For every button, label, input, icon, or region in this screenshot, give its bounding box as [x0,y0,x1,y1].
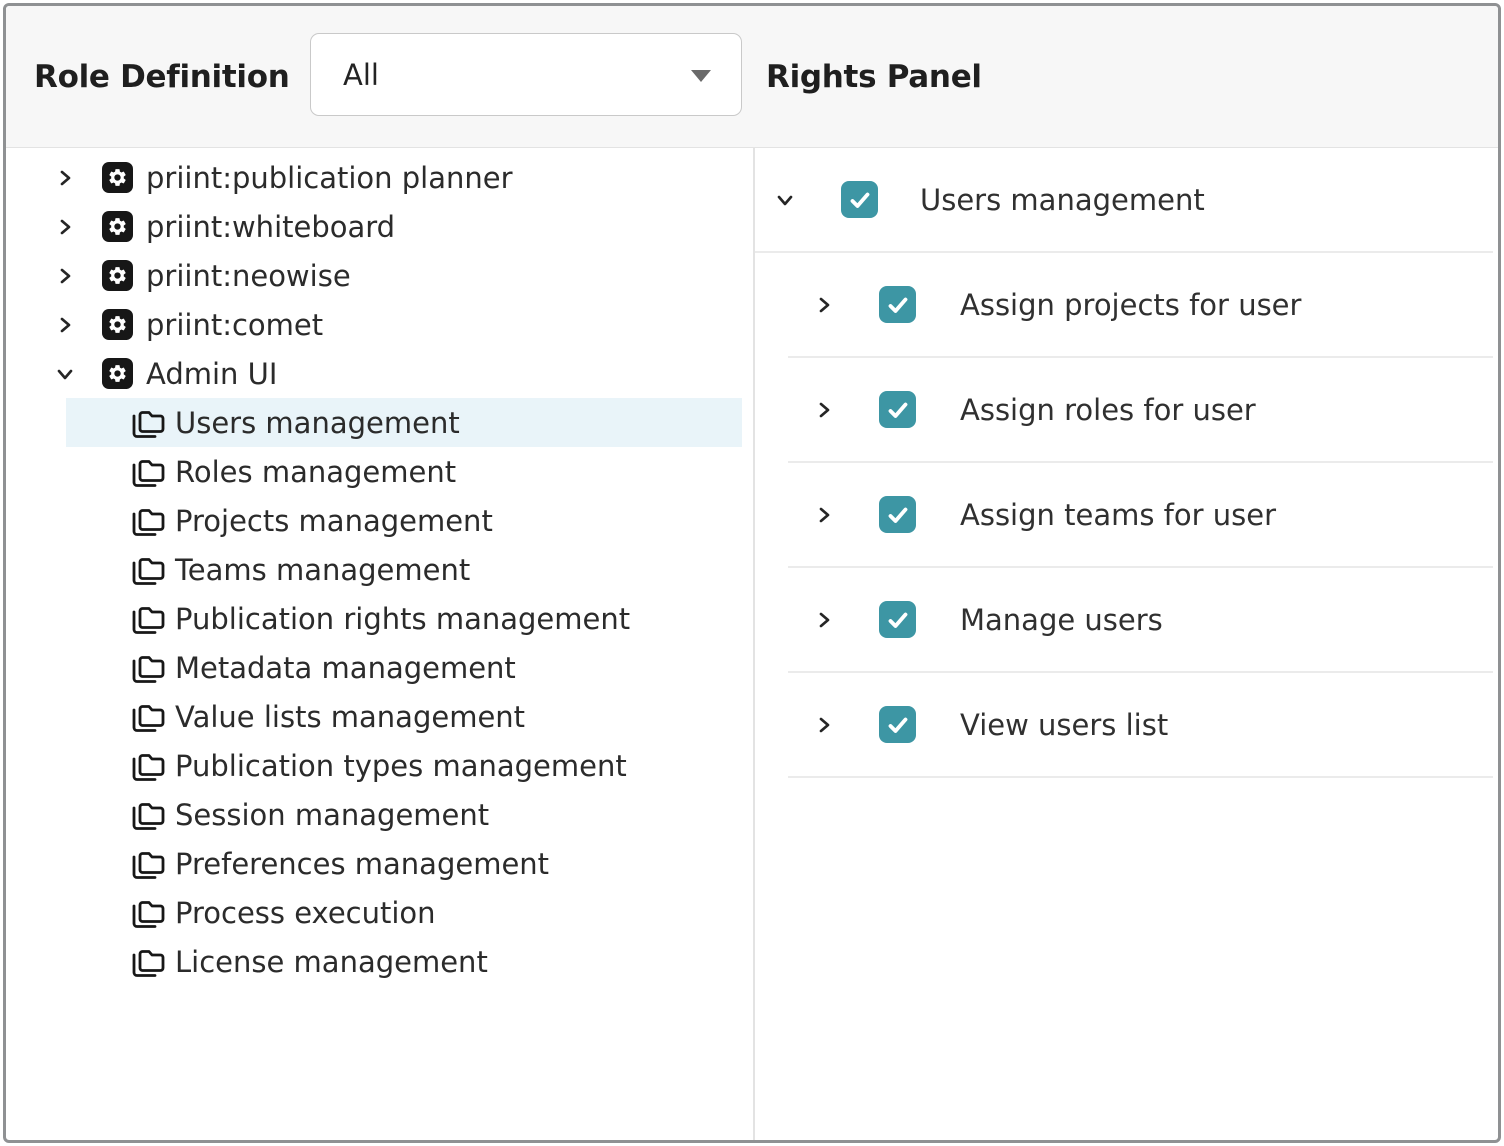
header-bar: Role Definition All Rights Panel [6,6,1498,148]
rights-item-users-management[interactable]: Users management [755,148,1498,251]
tree-item-admin-ui[interactable]: Admin UI [6,349,753,398]
tree-item-publication-types-management[interactable]: Publication types management [66,741,742,790]
chevron-right-icon[interactable] [814,505,834,525]
folders-icon [129,553,165,587]
tree-item-priint-comet[interactable]: priint:comet [6,300,753,349]
folders-icon [129,945,165,979]
tree-item-label: Metadata management [175,650,516,685]
application-tree: priint:publication planner priint:whiteb… [6,148,753,986]
tree-item-label: Process execution [175,895,436,930]
chevron-down-icon [691,69,711,82]
tree-item-label: priint:whiteboard [146,209,396,244]
tree-item-label: Value lists management [175,699,526,734]
tree-item-label: License management [175,944,488,979]
chevron-right-icon[interactable] [55,168,102,188]
tree-item-label: Publication rights management [175,601,631,636]
tree-item-publication-rights-management[interactable]: Publication rights management [66,594,742,643]
chevron-down-icon[interactable] [55,364,102,384]
chevron-down-icon[interactable] [775,190,795,210]
rights-item-view-users-list[interactable]: View users list [755,673,1498,776]
tree-item-label: Users management [175,405,460,440]
rights-item-assign-teams-for-user[interactable]: Assign teams for user [755,463,1498,566]
application-gear-icon [102,211,133,242]
row-divider [788,566,1493,568]
tree-item-metadata-management[interactable]: Metadata management [66,643,742,692]
tree-item-session-management[interactable]: Session management [66,790,742,839]
folders-icon [129,602,165,636]
rights-item-label: Manage users [960,602,1163,637]
rights-panel-title: Rights Panel [766,58,982,95]
rights-item-assign-projects-for-user[interactable]: Assign projects for user [755,253,1498,356]
app-window: Role Definition All Rights Panel priint:… [3,3,1501,1143]
checkbox-checked[interactable] [879,391,916,428]
role-filter-selected-value: All [343,57,379,92]
folders-icon [129,700,165,734]
checkbox-checked[interactable] [879,706,916,743]
tree-item-users-management[interactable]: Users management [66,398,742,447]
tree-item-priint-publication-planner[interactable]: priint:publication planner [6,153,753,202]
content-area: priint:publication planner priint:whiteb… [6,148,1498,1140]
rights-item-label: Assign teams for user [960,497,1277,532]
tree-item-projects-management[interactable]: Projects management [66,496,742,545]
folders-icon [129,455,165,489]
folders-icon [129,651,165,685]
rights-item-label: Assign roles for user [960,392,1256,427]
tree-item-label: Preferences management [175,846,550,881]
panel-divider [753,148,755,1140]
tree-item-license-management[interactable]: License management [66,937,742,986]
chevron-right-icon[interactable] [814,400,834,420]
tree-item-label: priint:neowise [146,258,351,293]
folders-icon [129,847,165,881]
tree-item-label: priint:publication planner [146,160,513,195]
row-divider [755,251,1493,253]
chevron-right-icon[interactable] [55,217,102,237]
chevron-right-icon[interactable] [55,266,102,286]
folders-icon [129,798,165,832]
application-gear-icon [102,260,133,291]
tree-item-label: Roles management [175,454,457,489]
rights-item-label: Users management [920,182,1205,217]
tree-item-value-lists-management[interactable]: Value lists management [66,692,742,741]
tree-item-teams-management[interactable]: Teams management [66,545,742,594]
rights-item-label: View users list [960,707,1169,742]
checkbox-checked[interactable] [879,286,916,323]
tree-item-label: Admin UI [146,356,278,391]
folders-icon [129,504,165,538]
row-divider [788,356,1493,358]
role-definition-title: Role Definition [34,58,290,95]
chevron-right-icon[interactable] [55,315,102,335]
chevron-right-icon[interactable] [814,295,834,315]
row-divider [788,671,1493,673]
checkbox-checked[interactable] [879,601,916,638]
tree-item-label: Teams management [175,552,471,587]
folders-icon [129,749,165,783]
rights-item-manage-users[interactable]: Manage users [755,568,1498,671]
folders-icon [129,406,165,440]
tree-item-label: priint:comet [146,307,324,342]
tree-item-label: Session management [175,797,490,832]
application-gear-icon [102,358,133,389]
tree-item-process-execution[interactable]: Process execution [66,888,742,937]
rights-item-assign-roles-for-user[interactable]: Assign roles for user [755,358,1498,461]
checkbox-checked[interactable] [879,496,916,533]
rights-panel: Users management Assign projects for use… [755,148,1498,1140]
role-filter-dropdown[interactable]: All [310,33,742,116]
row-divider [788,461,1493,463]
rights-item-label: Assign projects for user [960,287,1302,322]
folders-icon [129,896,165,930]
tree-item-label: Projects management [175,503,493,538]
tree-item-label: Publication types management [175,748,627,783]
tree-item-preferences-management[interactable]: Preferences management [66,839,742,888]
application-gear-icon [102,162,133,193]
row-divider [788,776,1493,778]
role-tree-panel: priint:publication planner priint:whiteb… [6,148,753,1140]
tree-item-roles-management[interactable]: Roles management [66,447,742,496]
chevron-right-icon[interactable] [814,610,834,630]
tree-item-priint-whiteboard[interactable]: priint:whiteboard [6,202,753,251]
tree-item-priint-neowise[interactable]: priint:neowise [6,251,753,300]
application-gear-icon [102,309,133,340]
chevron-right-icon[interactable] [814,715,834,735]
checkbox-checked[interactable] [841,181,878,218]
